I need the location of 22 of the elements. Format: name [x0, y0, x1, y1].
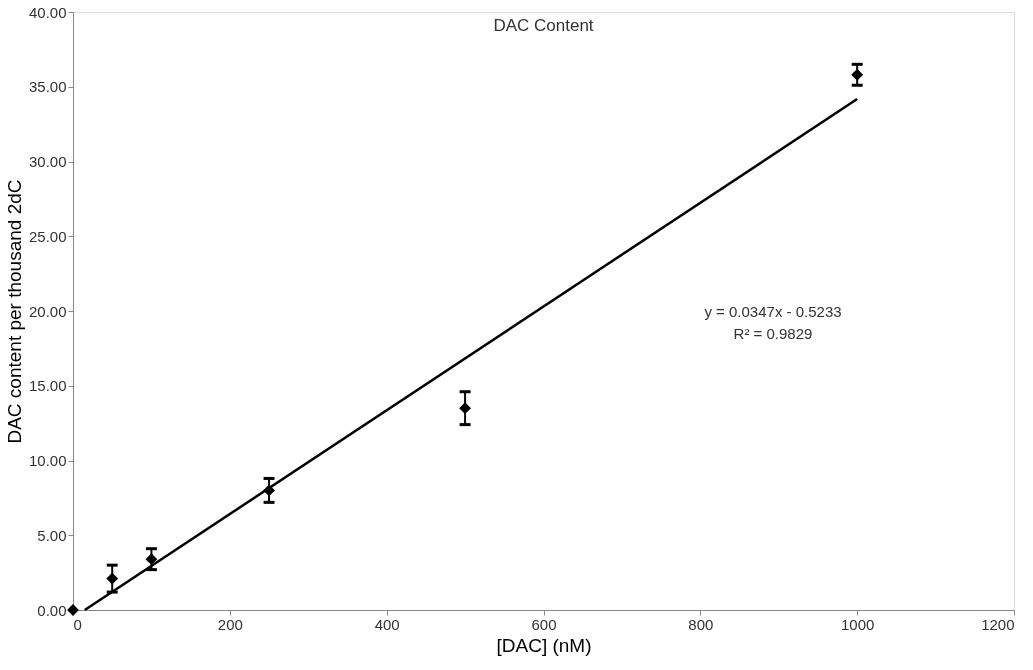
- y-tick-label: 25.00: [28, 227, 67, 245]
- chart-title: DAC Content: [493, 16, 594, 35]
- x-axis-title: [DAC] (nM): [496, 634, 592, 656]
- y-tick-label: 35.00: [28, 78, 67, 96]
- y-tick-label: 30.00: [28, 153, 67, 170]
- x-tick-label: 1200: [981, 615, 1015, 633]
- annotation: y = 0.0347x - 0.5233: [704, 303, 842, 320]
- y-tick-label: 20.00: [28, 302, 67, 320]
- annotation: R² = 0.9829: [733, 325, 813, 342]
- x-tick-label: 400: [374, 615, 400, 633]
- y-tick-label: 15.00: [28, 377, 67, 395]
- x-tick-label: 600: [531, 615, 557, 633]
- x-tick-label: 200: [217, 615, 243, 633]
- x-tick-label: 1000: [840, 615, 875, 633]
- y-tick-label: 0.00: [37, 601, 67, 619]
- point: [67, 604, 79, 616]
- y-axis-title: DAC content per thousand 2dC: [3, 179, 25, 444]
- y-tick-label: 10.00: [28, 452, 67, 469]
- x-tick-label: 0: [73, 615, 82, 633]
- y-tick-label: 5.00: [37, 526, 67, 544]
- x-tick-label: 800: [688, 615, 714, 633]
- y-tick-label: 40.00: [28, 3, 67, 21]
